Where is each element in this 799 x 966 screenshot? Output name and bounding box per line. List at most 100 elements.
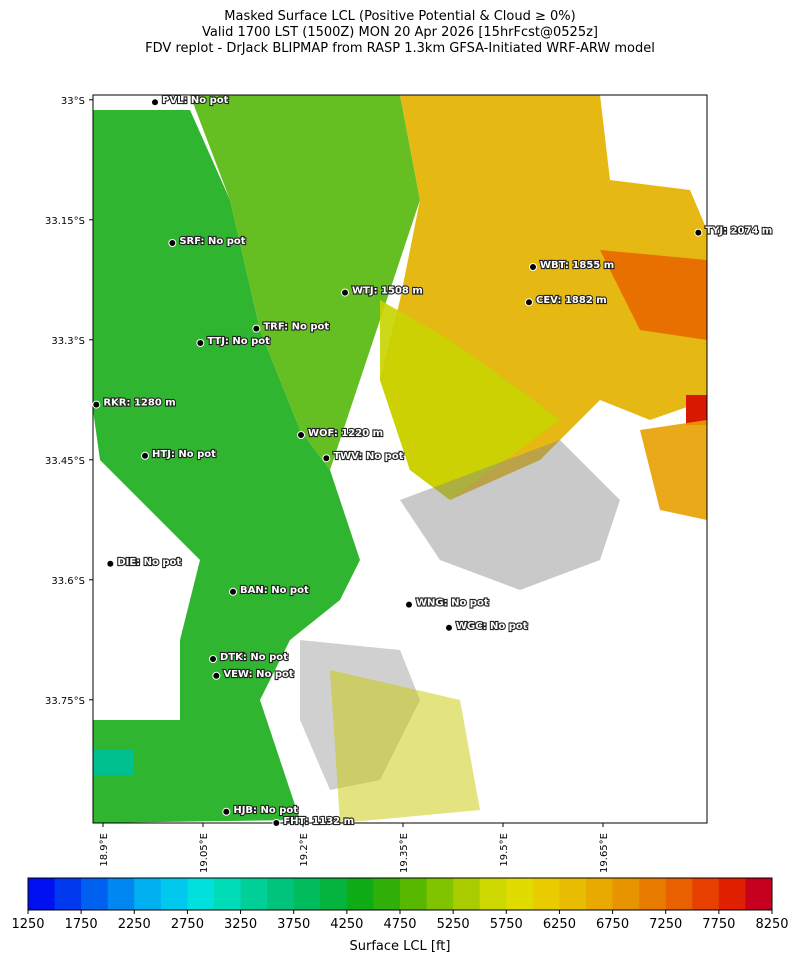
colorbar-tick-label: 7750 xyxy=(702,917,735,932)
colorbar-swatch xyxy=(692,878,720,910)
station-label: TYJ: 2074 m xyxy=(705,226,772,237)
station-label: TWV: No pot xyxy=(333,451,403,462)
colorbar-tick-label: 4250 xyxy=(330,917,363,932)
x-tick-label: 18.9°E xyxy=(99,833,110,867)
station-label: VEW: No pot xyxy=(223,669,294,680)
x-tick-label: 19.65°E xyxy=(599,833,610,873)
colorbar-swatch xyxy=(320,878,348,910)
station-label: DTK: No pot xyxy=(220,652,288,663)
colorbar-swatch xyxy=(532,878,560,910)
colorbar-swatch xyxy=(293,878,321,910)
colorbar-swatch xyxy=(267,878,295,910)
colorbar-tick-label: 4750 xyxy=(383,917,416,932)
station-marker xyxy=(229,587,237,596)
y-tick-label: 33.6°S xyxy=(51,576,85,587)
colorbar-swatch xyxy=(107,878,135,910)
colorbar-tick-label: 6750 xyxy=(596,917,629,932)
station-marker xyxy=(252,324,261,333)
colorbar-tick-label: 5750 xyxy=(490,917,523,932)
station-marker xyxy=(106,559,115,568)
x-tick-label: 19.05°E xyxy=(199,833,210,873)
colorbar-swatch xyxy=(346,878,374,910)
colorbar-swatch xyxy=(559,878,587,910)
colorbar-swatch xyxy=(426,878,454,910)
colorbar-swatch xyxy=(54,878,82,910)
station-marker xyxy=(272,819,281,827)
colorbar-swatch xyxy=(506,878,534,910)
colorbar-swatch xyxy=(81,878,109,910)
colorbar-label: Surface LCL [ft] xyxy=(350,939,451,954)
colorbar-tick-label: 2750 xyxy=(171,917,204,932)
y-tick-label: 33.45°S xyxy=(45,456,85,467)
y-tick-label: 33°S xyxy=(61,96,85,107)
colorbar-swatch xyxy=(400,878,428,910)
colorbar-tick-label: 5250 xyxy=(437,917,470,932)
colorbar-tick-label: 6250 xyxy=(543,917,576,932)
station-label: WOF: 1220 m xyxy=(308,428,383,439)
station-marker xyxy=(405,600,413,609)
colorbar-swatch xyxy=(453,878,481,910)
colorbar-tick-label: 1250 xyxy=(11,917,44,932)
station-label: TRF: No pot xyxy=(263,322,329,333)
x-tick-label: 19.2°E xyxy=(299,833,310,867)
station-label: PVL: No pot xyxy=(162,95,229,106)
y-tick-label: 33.15°S xyxy=(45,216,85,227)
colorbar-tick-label: 3750 xyxy=(277,917,310,932)
station-label: HTJ: No pot xyxy=(152,449,216,460)
colorbar-swatch xyxy=(240,878,268,910)
station-marker xyxy=(212,671,221,680)
station-marker xyxy=(151,98,159,107)
station-marker xyxy=(525,298,533,307)
colorbar-swatch xyxy=(612,878,640,910)
colorbar-swatch xyxy=(665,878,693,910)
colorbar-swatch xyxy=(187,878,215,910)
station-label: BAN: No pot xyxy=(240,585,309,596)
map-frame xyxy=(92,94,708,824)
station-label: WTJ: 1508 m xyxy=(352,286,423,297)
colorbar-tick-label: 2250 xyxy=(118,917,151,932)
station-label: WNG: No pot xyxy=(416,598,489,609)
x-tick-label: 19.5°E xyxy=(499,833,510,867)
station-label: HJB: No pot xyxy=(233,805,298,816)
station-label: CEV: 1882 m xyxy=(536,295,607,306)
station-marker xyxy=(141,451,149,460)
map-background xyxy=(93,95,707,823)
station-label: FHT: 1132 m xyxy=(283,816,354,827)
title-line: Valid 1700 LST (1500Z) MON 20 Apr 2026 [… xyxy=(202,25,598,40)
station-marker xyxy=(92,400,101,409)
y-tick-label: 33.3°S xyxy=(51,336,85,347)
colorbar-swatch xyxy=(28,878,56,910)
station-marker xyxy=(297,431,305,439)
colorbar-swatch xyxy=(160,878,188,910)
colorbar-tick-label: 7250 xyxy=(649,917,682,932)
y-tick-label: 33.75°S xyxy=(45,696,85,707)
colorbar-swatch xyxy=(479,878,507,910)
title-line: Masked Surface LCL (Positive Potential &… xyxy=(224,9,575,24)
station-label: WBT: 1855 m xyxy=(540,260,614,271)
colorbar-swatch xyxy=(373,878,401,910)
station-marker xyxy=(694,228,703,237)
station-marker xyxy=(168,239,177,247)
colorbar-swatch xyxy=(586,878,614,910)
station-marker xyxy=(445,623,453,632)
colorbar-swatch xyxy=(718,878,746,910)
station-marker xyxy=(196,339,205,347)
colorbar-tick-label: 3250 xyxy=(224,917,257,932)
colorbar-swatch xyxy=(214,878,242,910)
colorbar-swatch xyxy=(745,878,773,910)
station-label: RKR: 1280 m xyxy=(103,398,175,409)
station-marker xyxy=(341,288,349,297)
station-label: TTJ: No pot xyxy=(207,336,270,347)
station-marker xyxy=(529,263,537,271)
colorbar-swatch xyxy=(134,878,162,910)
station-label: SRF: No pot xyxy=(179,236,245,247)
station-marker xyxy=(322,454,331,463)
station-marker xyxy=(222,807,231,816)
colorbar-swatch xyxy=(639,878,667,910)
colorbar-tick-label: 1750 xyxy=(65,917,98,932)
x-tick-label: 19.35°E xyxy=(399,833,410,873)
station-label: WGC: No pot xyxy=(456,621,528,632)
colorbar-tick-label: 8250 xyxy=(755,917,788,932)
title-line: FDV replot - DrJack BLIPMAP from RASP 1.… xyxy=(145,41,655,56)
